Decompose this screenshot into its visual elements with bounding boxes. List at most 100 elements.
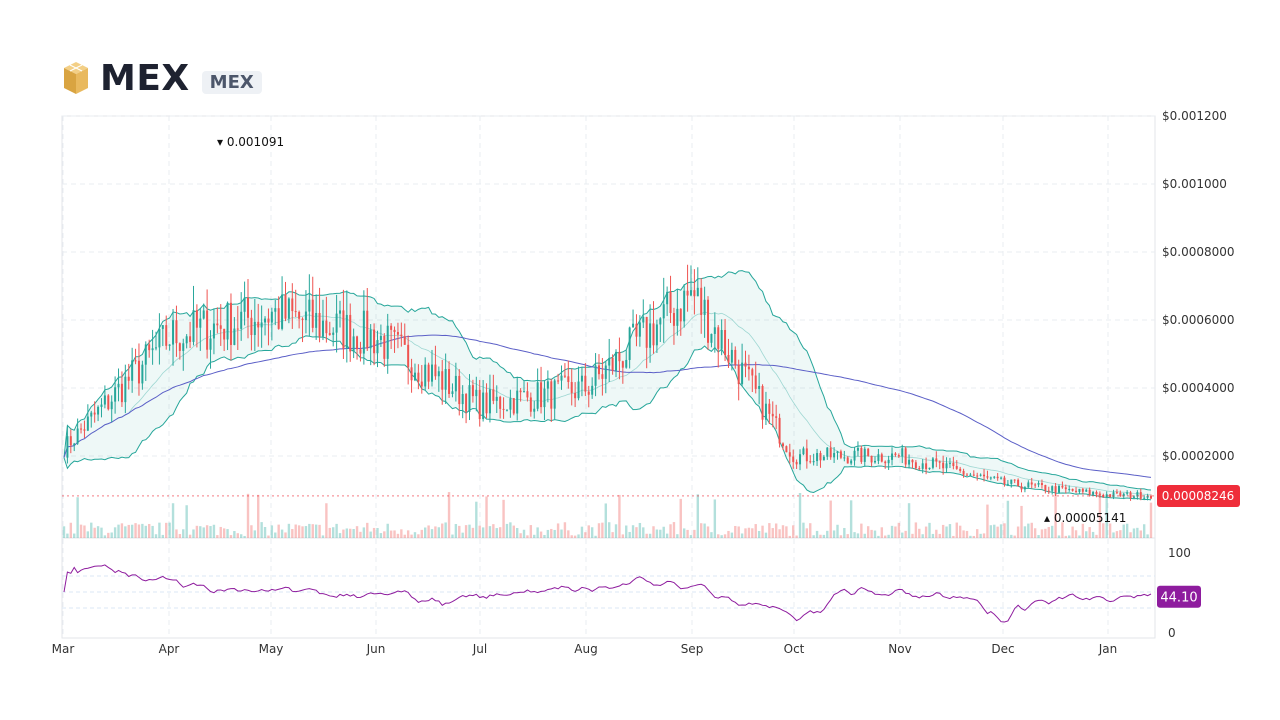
volume-bar — [420, 529, 423, 538]
candle-body — [546, 381, 549, 389]
volume-bar — [853, 532, 856, 538]
candle-body — [1092, 491, 1095, 495]
candle-body — [148, 344, 151, 351]
candle-body — [897, 455, 900, 457]
volume-bar — [594, 535, 597, 538]
candle-body — [689, 290, 692, 296]
candle-body — [931, 458, 934, 468]
candle-body — [352, 336, 355, 352]
candle-body — [172, 320, 175, 345]
candle-body — [965, 474, 968, 476]
candle-body — [659, 318, 662, 325]
volume-bar — [192, 529, 195, 538]
volume-bar — [498, 527, 502, 538]
volume-bar — [849, 500, 853, 538]
volume-bar — [720, 535, 723, 538]
candle-body — [110, 401, 113, 410]
volume-bar — [682, 528, 686, 538]
candle-body — [594, 365, 597, 386]
candle-body — [1112, 492, 1115, 498]
volume-bar — [423, 527, 427, 538]
candle-body — [471, 385, 474, 397]
volume-bar — [1064, 535, 1068, 538]
volume-bar — [1071, 526, 1074, 538]
volume-bar — [795, 535, 798, 538]
candle-body — [809, 461, 812, 463]
volume-bar — [873, 530, 877, 538]
volume-bar — [955, 522, 958, 538]
candle-body — [1068, 488, 1071, 490]
volume-bar — [509, 522, 512, 538]
candle-body — [366, 310, 369, 349]
candle-body — [1047, 490, 1050, 492]
candle-body — [137, 360, 140, 384]
volume-bar — [359, 531, 362, 538]
candle-body — [485, 392, 488, 414]
volume-bar — [110, 532, 113, 538]
volume-bar — [321, 535, 325, 538]
volume-bar — [76, 497, 79, 538]
candle-body — [989, 477, 992, 479]
candle-body — [642, 316, 645, 323]
volume-bar — [301, 526, 304, 538]
candle-body — [703, 299, 706, 315]
volume-bar — [836, 524, 839, 538]
volume-bar — [665, 533, 669, 538]
volume-bar — [546, 529, 550, 538]
candle-body — [413, 372, 416, 381]
volume-bar — [1108, 523, 1112, 538]
candle-body — [529, 397, 532, 412]
candle-body — [107, 395, 110, 410]
volume-bar — [96, 526, 100, 538]
candle-body — [1098, 494, 1101, 496]
volume-bar — [550, 528, 553, 538]
bollinger-middle-line — [63, 311, 1152, 496]
volume-bar — [921, 534, 924, 538]
candle-body — [795, 461, 798, 465]
volume-bar — [608, 522, 611, 538]
volume-bar — [989, 525, 993, 538]
candle-body — [1044, 485, 1047, 491]
candle-body — [287, 298, 290, 319]
volume-bar — [744, 528, 747, 538]
volume-bar — [822, 534, 826, 538]
volume-bar — [703, 523, 706, 538]
candle-body — [1095, 491, 1098, 495]
candle-body — [819, 453, 822, 461]
volume-bar — [335, 523, 338, 538]
candle-body — [785, 446, 788, 453]
volume-bar — [1044, 528, 1047, 538]
volume-bar — [1020, 505, 1023, 538]
candle-body — [192, 310, 195, 342]
candle-body — [799, 454, 802, 465]
candle-body — [349, 314, 352, 352]
candle-body — [69, 436, 72, 446]
candle-body — [730, 349, 733, 363]
x-tick-label: Sep — [681, 642, 704, 656]
volume-bar — [127, 524, 130, 538]
candle-body — [369, 329, 372, 349]
candle-body — [747, 366, 750, 370]
candle-body — [1013, 479, 1016, 481]
candle-body — [829, 447, 832, 458]
volume-bar — [236, 533, 239, 538]
candle-body — [284, 294, 287, 319]
volume-bar — [1129, 532, 1132, 538]
candle-body — [615, 351, 618, 371]
volume-bar — [529, 525, 533, 538]
candle-body — [495, 396, 498, 401]
volume-bar — [1119, 530, 1122, 538]
volume-bar — [1068, 535, 1071, 538]
candle-body — [76, 428, 79, 444]
chart-header: MEX MEX — [62, 56, 262, 100]
candle-body — [669, 291, 672, 314]
volume-bar — [553, 529, 556, 538]
candle-body — [867, 448, 870, 456]
volume-bar — [1136, 527, 1139, 538]
volume-bar — [1016, 526, 1020, 538]
candle-body — [134, 360, 137, 362]
candle-body — [396, 332, 399, 335]
candle-body — [686, 290, 689, 296]
candle-body — [318, 312, 321, 337]
